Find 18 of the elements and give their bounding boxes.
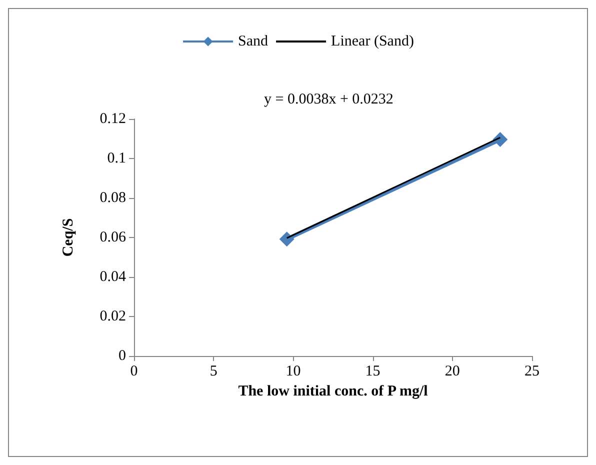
x-tick-label: 10 [286,364,301,380]
y-tick-label: 0.04 [100,269,126,285]
legend-label: Sand [238,34,269,50]
y-tick-label: 0 [118,348,126,364]
y-tick-label: 0.1 [107,150,126,166]
x-tick-label: 25 [524,364,540,380]
text: y = 0.0038x + 0.0232 [264,92,394,108]
x-tick-label: 0 [130,364,138,380]
legend-label: Linear (Sand) [331,34,414,50]
x-tick-label: 5 [210,364,218,380]
y-tick-label: 0.02 [100,308,126,324]
x-axis-title: The low initial conc. of P mg/l [238,383,428,400]
x-tick-label: 20 [444,364,460,380]
x-tick-label: 15 [365,364,380,380]
y-tick-label: 0.12 [100,111,126,127]
y-tick-label: 0.08 [100,190,126,206]
y-axis-title: Ceq/S [60,218,76,257]
y-tick-label: 0.06 [100,230,126,246]
